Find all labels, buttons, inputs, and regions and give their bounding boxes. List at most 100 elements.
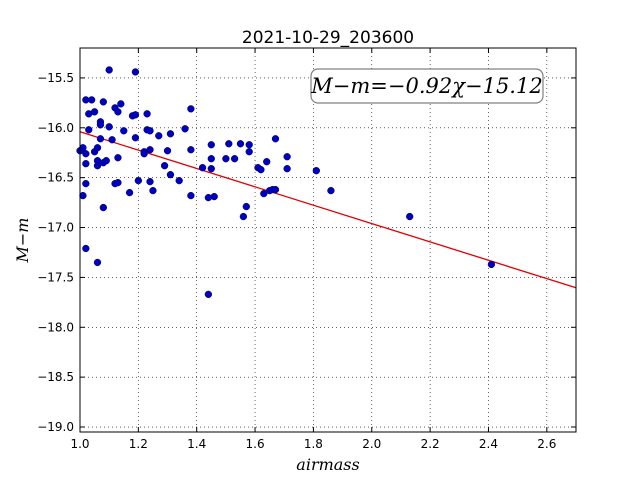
data-point xyxy=(149,186,157,195)
x-tick-label: 2.0 xyxy=(362,437,381,451)
data-point xyxy=(134,177,143,185)
data-point xyxy=(82,150,90,158)
data-point xyxy=(166,171,175,179)
data-point xyxy=(327,186,335,195)
x-tick-label: 2.4 xyxy=(479,437,498,451)
data-point xyxy=(222,155,230,163)
data-points xyxy=(76,66,496,299)
data-point xyxy=(242,202,250,211)
data-point xyxy=(155,132,163,140)
data-point xyxy=(187,191,195,200)
data-point xyxy=(102,157,110,165)
data-point xyxy=(85,126,93,134)
data-point xyxy=(283,153,291,161)
data-point xyxy=(125,188,134,197)
x-tick-label: 1.6 xyxy=(246,437,265,451)
annotation-text: M−m=−0.92χ−15.12 xyxy=(310,74,542,98)
data-point xyxy=(131,68,140,76)
data-point xyxy=(245,141,253,149)
data-point xyxy=(131,134,140,142)
data-point xyxy=(99,98,107,106)
data-point xyxy=(181,125,189,133)
data-point xyxy=(93,258,102,267)
data-point xyxy=(114,178,122,187)
x-tick-label: 1.8 xyxy=(304,437,323,451)
data-point xyxy=(88,96,96,104)
data-point xyxy=(146,146,154,154)
data-point xyxy=(105,123,113,131)
data-point xyxy=(271,135,280,143)
x-tick-label: 1.4 xyxy=(187,437,206,451)
data-point xyxy=(175,177,183,185)
data-point xyxy=(163,147,172,155)
data-point xyxy=(131,111,140,119)
data-point xyxy=(105,66,113,74)
chart-title: 2021-10-29_203600 xyxy=(242,28,414,48)
data-point xyxy=(487,260,496,269)
data-point xyxy=(146,178,154,186)
data-point xyxy=(187,105,195,113)
data-point xyxy=(283,165,291,173)
data-point xyxy=(166,130,175,138)
y-tick-label: −16.5 xyxy=(37,171,74,185)
data-point xyxy=(230,155,239,163)
data-point xyxy=(120,127,128,135)
data-point xyxy=(99,203,107,212)
y-axis-label: M−m xyxy=(13,218,32,264)
data-point xyxy=(93,162,102,170)
data-point xyxy=(96,135,105,143)
data-point xyxy=(143,110,151,118)
y-tick-label: −19.0 xyxy=(37,420,74,434)
x-axis-ticks: 1.0 1.2 1.4 1.6 1.8 2.0 2.2 2.4 2.6 xyxy=(70,48,556,451)
y-tick-label: −17.5 xyxy=(37,270,74,284)
data-point xyxy=(108,136,116,144)
data-point xyxy=(117,100,125,108)
data-point xyxy=(225,140,233,148)
data-point xyxy=(260,189,268,198)
data-point xyxy=(160,162,169,170)
data-point xyxy=(204,290,213,299)
data-point xyxy=(210,192,218,201)
data-point xyxy=(207,165,215,173)
y-tick-label: −16.0 xyxy=(37,121,74,135)
grid-lines xyxy=(79,48,576,432)
x-axis-label: airmass xyxy=(296,455,359,474)
x-tick-label: 1.2 xyxy=(129,437,148,451)
data-point xyxy=(187,146,195,154)
plot-area xyxy=(80,48,576,432)
annotation-box xyxy=(310,68,544,104)
data-point xyxy=(406,212,414,221)
data-point xyxy=(114,108,122,116)
data-point xyxy=(207,141,215,149)
data-point xyxy=(79,191,87,200)
data-point xyxy=(207,155,215,163)
data-point xyxy=(257,166,265,174)
data-point xyxy=(93,144,102,152)
data-point xyxy=(146,127,154,135)
data-point xyxy=(140,150,148,158)
data-point xyxy=(82,244,90,253)
y-tick-label: −18.0 xyxy=(37,320,74,334)
data-point xyxy=(198,164,207,172)
data-point xyxy=(236,140,245,148)
data-point xyxy=(82,179,90,188)
y-tick-label: −15.5 xyxy=(37,71,74,85)
x-tick-label: 2.2 xyxy=(421,437,440,451)
data-point xyxy=(90,108,99,116)
data-point xyxy=(271,185,280,194)
plot-frame xyxy=(79,47,577,433)
data-point xyxy=(245,148,253,156)
data-point xyxy=(239,212,248,221)
y-tick-label: −17.0 xyxy=(37,221,74,235)
data-point xyxy=(96,121,105,129)
data-point xyxy=(312,167,320,175)
data-point xyxy=(114,154,122,162)
data-point xyxy=(82,160,90,168)
y-axis-ticks: −15.5 −16.0 −16.5 −17.0 −17.5 −18.0 −18.5 −19.0 xyxy=(37,71,576,434)
fit-annotation: M−m=−0.92χ−15.12 xyxy=(310,68,544,104)
x-tick-label: 1.0 xyxy=(70,437,89,451)
x-tick-label: 2.6 xyxy=(537,437,556,451)
data-point xyxy=(263,158,271,166)
